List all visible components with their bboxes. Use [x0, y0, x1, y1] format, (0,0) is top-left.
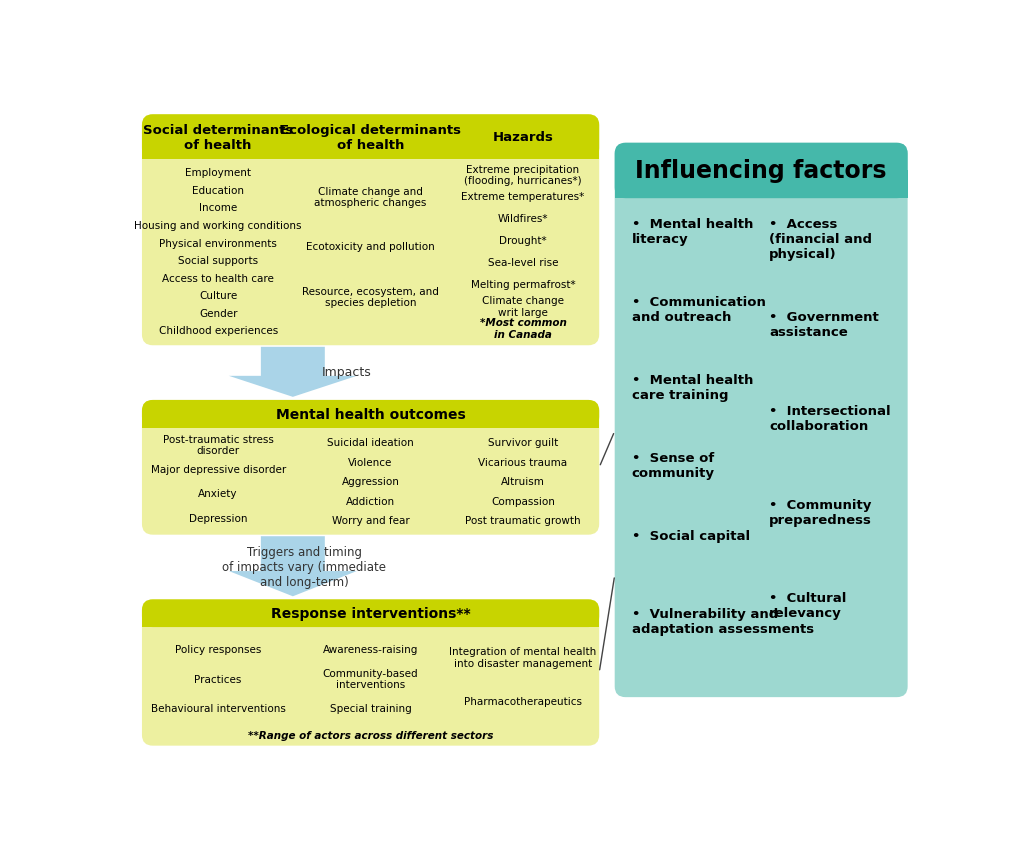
Text: Integration of mental health
into disaster management: Integration of mental health into disast…	[450, 647, 597, 668]
Text: •  Sense of
community: • Sense of community	[632, 452, 715, 479]
Text: Survivor guilt: Survivor guilt	[487, 437, 558, 447]
Text: Worry and fear: Worry and fear	[332, 516, 410, 526]
Text: Practices: Practices	[195, 674, 242, 684]
Text: Policy responses: Policy responses	[175, 645, 261, 655]
Text: Behavioural interventions: Behavioural interventions	[151, 703, 286, 713]
FancyBboxPatch shape	[142, 400, 599, 428]
Text: Resource, ecosystem, and
species depletion: Resource, ecosystem, and species depleti…	[302, 286, 439, 308]
Text: Gender: Gender	[199, 308, 238, 318]
Text: Social supports: Social supports	[178, 256, 258, 266]
Text: Climate change
writ large: Climate change writ large	[482, 296, 564, 317]
Text: Anxiety: Anxiety	[199, 489, 238, 499]
Text: •  Cultural
relevancy: • Cultural relevancy	[769, 592, 846, 619]
Text: Depression: Depression	[188, 513, 248, 523]
Bar	[142, 414, 599, 428]
Text: Wildfires*: Wildfires*	[498, 214, 548, 225]
Text: Triggers and timing
of impacts vary (immediate
and long-term): Triggers and timing of impacts vary (imm…	[222, 545, 386, 588]
Text: Income: Income	[199, 203, 238, 214]
Text: Extreme precipitation
(flooding, hurricanes*): Extreme precipitation (flooding, hurrica…	[464, 165, 582, 186]
Text: •  Community
preparedness: • Community preparedness	[769, 498, 871, 526]
Text: Vicarious trauma: Vicarious trauma	[478, 457, 567, 467]
Text: Violence: Violence	[348, 457, 393, 467]
Text: •  Intersectional
collaboration: • Intersectional collaboration	[769, 404, 891, 432]
Text: Mental health outcomes: Mental health outcomes	[275, 408, 466, 421]
Text: Compassion: Compassion	[492, 496, 555, 506]
Text: Ecotoxicity and pollution: Ecotoxicity and pollution	[306, 242, 435, 252]
Text: •  Social capital: • Social capital	[632, 529, 750, 542]
Text: •  Communication
and outreach: • Communication and outreach	[632, 295, 766, 323]
Text: Impacts: Impacts	[323, 366, 372, 379]
FancyBboxPatch shape	[142, 599, 599, 627]
Text: Aggression: Aggression	[342, 477, 399, 487]
Text: Social determinants
of health: Social determinants of health	[143, 123, 293, 151]
FancyBboxPatch shape	[142, 400, 599, 535]
Text: Response interventions**: Response interventions**	[270, 607, 470, 620]
Text: Sea-level rise: Sea-level rise	[487, 258, 558, 268]
Text: Extreme temperatures*: Extreme temperatures*	[462, 192, 585, 203]
FancyBboxPatch shape	[142, 599, 599, 746]
FancyBboxPatch shape	[142, 115, 599, 160]
FancyBboxPatch shape	[614, 143, 907, 199]
Text: Altruism: Altruism	[501, 477, 545, 487]
Text: Addiction: Addiction	[346, 496, 395, 506]
Text: Hazards: Hazards	[493, 131, 553, 144]
Text: •  Access
(financial and
physical): • Access (financial and physical)	[769, 218, 871, 260]
Text: Influencing factors: Influencing factors	[636, 160, 887, 183]
Text: Melting permafrost*: Melting permafrost*	[471, 280, 575, 289]
Text: **Range of actors across different sectors: **Range of actors across different secto…	[248, 730, 494, 740]
Text: •  Mental health
literacy: • Mental health literacy	[632, 218, 753, 246]
Text: •  Government
assistance: • Government assistance	[769, 311, 879, 339]
Bar	[614, 171, 907, 199]
Text: Pharmacotherapeutics: Pharmacotherapeutics	[464, 695, 582, 706]
Text: Employment: Employment	[185, 168, 251, 178]
Text: •  Mental health
care training: • Mental health care training	[632, 373, 753, 401]
FancyBboxPatch shape	[142, 115, 599, 346]
Text: Climate change and
atmospheric changes: Climate change and atmospheric changes	[314, 187, 427, 208]
Text: Community-based
interventions: Community-based interventions	[323, 668, 419, 690]
FancyBboxPatch shape	[614, 143, 907, 697]
Bar	[142, 138, 599, 160]
Text: Education: Education	[193, 186, 244, 196]
Text: Childhood experiences: Childhood experiences	[159, 326, 278, 336]
Polygon shape	[229, 348, 356, 398]
Text: Special training: Special training	[330, 703, 412, 713]
Text: Housing and working conditions: Housing and working conditions	[134, 221, 302, 230]
Text: Access to health care: Access to health care	[162, 273, 274, 284]
Polygon shape	[229, 537, 356, 597]
Text: Culture: Culture	[199, 291, 238, 300]
Text: *Most common
in Canada: *Most common in Canada	[479, 318, 566, 339]
Text: Suicidal ideation: Suicidal ideation	[328, 437, 414, 447]
Text: Post traumatic growth: Post traumatic growth	[465, 516, 581, 526]
Text: Ecological determinants
of health: Ecological determinants of health	[281, 123, 461, 151]
Text: Physical environments: Physical environments	[159, 238, 278, 248]
Text: Drought*: Drought*	[499, 236, 547, 246]
Text: Awareness-raising: Awareness-raising	[323, 645, 418, 655]
Text: Major depressive disorder: Major depressive disorder	[151, 464, 286, 474]
Text: •  Vulnerability and
adaptation assessments: • Vulnerability and adaptation assessmen…	[632, 607, 814, 635]
Bar	[142, 614, 599, 627]
Text: Post-traumatic stress
disorder: Post-traumatic stress disorder	[163, 434, 273, 456]
